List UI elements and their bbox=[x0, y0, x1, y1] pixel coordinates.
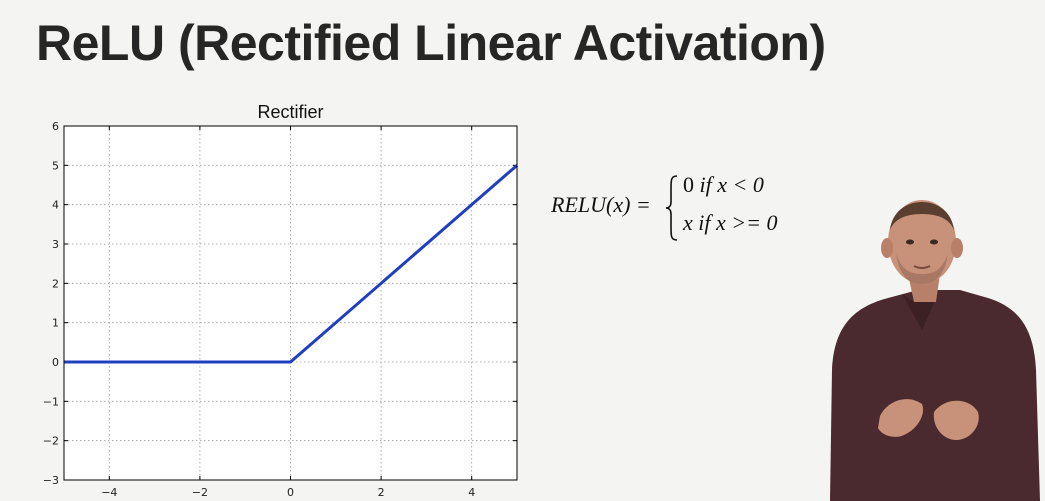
y-tick-label: −3 bbox=[43, 474, 59, 487]
presenter-eye-right bbox=[930, 239, 938, 245]
case1-value: 0 bbox=[683, 172, 694, 197]
slide-title: ReLU (Rectified Linear Activation) bbox=[36, 15, 826, 71]
case1-if: if bbox=[699, 172, 712, 197]
presenter-hand-right bbox=[933, 400, 979, 440]
presenter-arm-right bbox=[960, 390, 1033, 466]
relu-equation: RELU(x) = 0 if x < 0 x if x >= 0 bbox=[551, 170, 811, 250]
plot-frame bbox=[63, 125, 518, 481]
x-tick-label: 4 bbox=[468, 486, 475, 499]
y-tick-label: 5 bbox=[52, 159, 59, 172]
equation-brace bbox=[665, 175, 678, 241]
equation-case-1: 0 if x < 0 bbox=[683, 172, 764, 198]
presenter-figure bbox=[830, 200, 1040, 501]
case2-if: if bbox=[698, 210, 711, 235]
case1-condition: x < 0 bbox=[717, 172, 764, 197]
presenter-hand-left bbox=[878, 399, 924, 437]
case2-value: x bbox=[683, 210, 693, 235]
y-tick-label: 0 bbox=[52, 356, 59, 369]
presenter-head bbox=[888, 200, 956, 284]
y-tick-label: −1 bbox=[43, 395, 59, 408]
presenter-ear-left bbox=[881, 238, 893, 258]
y-tick-label: 1 bbox=[52, 317, 59, 330]
x-tick-label: −4 bbox=[101, 486, 117, 499]
presenter-ear-right bbox=[951, 238, 963, 258]
x-tick-label: 2 bbox=[378, 486, 385, 499]
y-tick-label: 4 bbox=[52, 199, 59, 212]
presenter-mouth bbox=[913, 265, 931, 269]
y-tick-label: −2 bbox=[43, 435, 59, 448]
x-tick-label: 0 bbox=[287, 486, 294, 499]
case2-condition: x >= 0 bbox=[716, 210, 778, 235]
x-tick-label: −2 bbox=[192, 486, 208, 499]
y-tick-label: 3 bbox=[52, 238, 59, 251]
rectifier-chart: −4 −2 0 2 4 −3 −2 −1 0 1 2 3 4 5 6 Rectifier bbox=[43, 102, 518, 499]
y-tick-label: 2 bbox=[52, 277, 59, 290]
presenter-collar bbox=[902, 294, 938, 330]
y-tick-label: 6 bbox=[52, 120, 59, 133]
chart-title: Rectifier bbox=[257, 102, 323, 122]
presenter-hair bbox=[890, 202, 954, 230]
presenter-eye-left bbox=[906, 239, 914, 245]
presenter-arm-left bbox=[831, 390, 906, 466]
presenter-beard bbox=[896, 254, 948, 284]
equation-lhs: RELU(x) = bbox=[551, 192, 651, 217]
equation-case-2: x if x >= 0 bbox=[683, 210, 777, 236]
presenter-video bbox=[830, 200, 1040, 501]
